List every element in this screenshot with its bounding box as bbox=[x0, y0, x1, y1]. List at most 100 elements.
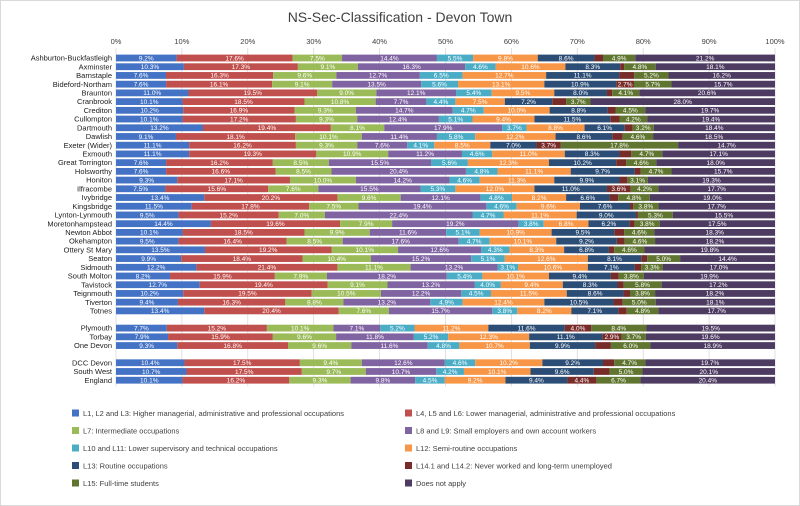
category-label: Lynton-Lynmouth bbox=[55, 211, 112, 220]
data-label: 7.1% bbox=[604, 265, 619, 272]
bar-segment bbox=[624, 63, 656, 71]
bar-segment bbox=[641, 263, 663, 271]
data-label: 19.4% bbox=[702, 116, 721, 123]
data-label: 16.3% bbox=[402, 64, 421, 71]
data-label: 2.9% bbox=[604, 334, 619, 341]
bar-segment bbox=[614, 229, 625, 236]
bar-segment bbox=[634, 72, 669, 79]
data-label: 5.8% bbox=[635, 282, 650, 289]
bar-segment bbox=[116, 229, 183, 236]
bar-segment bbox=[548, 159, 617, 167]
bar-segment bbox=[388, 150, 462, 158]
bar-segment bbox=[536, 141, 561, 149]
data-label: 12.0% bbox=[486, 186, 505, 193]
data-label: 4.4% bbox=[574, 378, 589, 385]
bar-segment bbox=[204, 246, 332, 254]
bar-segment bbox=[286, 237, 343, 245]
data-label: 17.6% bbox=[391, 238, 410, 245]
bar-segment bbox=[555, 133, 613, 140]
bar-segment bbox=[622, 298, 656, 306]
data-label: 10.5% bbox=[570, 299, 589, 306]
category-labels: Ashburton-BuckfastleighAxminsterBarnstap… bbox=[31, 54, 113, 385]
category-label: Newton Abbot bbox=[65, 228, 113, 237]
data-label: 7.7% bbox=[394, 99, 409, 106]
bar-segment bbox=[622, 133, 654, 140]
bar-segment bbox=[643, 272, 775, 280]
bar-segment bbox=[337, 194, 401, 201]
data-label: 11.6% bbox=[381, 343, 399, 350]
data-label: 10.1% bbox=[506, 273, 525, 280]
bar-segment bbox=[479, 229, 552, 236]
legend-label: L10 and L11: Lower supervisory and techn… bbox=[83, 444, 278, 453]
data-label: 8.3% bbox=[529, 247, 544, 254]
category-label: Holsworthy bbox=[75, 167, 112, 176]
data-label: 10.1% bbox=[140, 99, 159, 106]
data-label: 5.1% bbox=[456, 230, 471, 237]
legend-label: L13: Routine occupations bbox=[83, 461, 168, 470]
data-label: 14.4% bbox=[380, 55, 399, 62]
bar-segment bbox=[387, 281, 475, 289]
bar-segment bbox=[658, 202, 775, 210]
bar-segment bbox=[564, 324, 592, 332]
category-label: Dawlish bbox=[86, 132, 112, 141]
bar-segment bbox=[640, 376, 775, 384]
bar-segment bbox=[342, 54, 437, 62]
data-label: 14.7% bbox=[717, 143, 736, 150]
bar-segment bbox=[116, 98, 183, 105]
data-label: 12.1% bbox=[431, 195, 450, 202]
bar-segment bbox=[544, 80, 617, 88]
bar-segment bbox=[616, 237, 625, 245]
bar-segment bbox=[177, 298, 286, 306]
data-label: 6.6% bbox=[580, 195, 595, 202]
bar-segment bbox=[427, 342, 460, 349]
bar-segment bbox=[463, 368, 531, 375]
bar-segment bbox=[388, 307, 493, 315]
data-label: 21.2% bbox=[696, 55, 715, 62]
legend-label: Does not apply bbox=[416, 479, 466, 488]
bar-segment bbox=[608, 246, 615, 254]
data-label: 15.2% bbox=[412, 256, 431, 263]
data-label: 4.8% bbox=[474, 169, 489, 176]
bar-segment bbox=[619, 72, 635, 79]
bar-segment bbox=[680, 255, 775, 262]
bar-segment bbox=[544, 298, 614, 306]
bar-segment bbox=[337, 263, 411, 271]
data-label: 14.4% bbox=[718, 256, 737, 263]
data-label: 19.3% bbox=[244, 151, 263, 158]
x-axis-ticks: 0% 10% 20% 30% 40% 50% 60% 70% 80% 90% 100% bbox=[111, 37, 785, 46]
bar-segment bbox=[671, 80, 775, 88]
data-label: 4.7% bbox=[622, 360, 637, 367]
data-label: 10.7% bbox=[392, 369, 411, 376]
data-label: 18.0% bbox=[706, 160, 725, 167]
bar-segment bbox=[316, 89, 377, 97]
bar-segment bbox=[365, 368, 437, 375]
data-label: 4.2% bbox=[626, 116, 641, 123]
bar-segment bbox=[564, 150, 620, 158]
bar-segment bbox=[166, 159, 273, 167]
bar-segment bbox=[116, 237, 179, 245]
data-label: 4.1% bbox=[413, 143, 428, 150]
data-label: 19.5% bbox=[702, 325, 721, 332]
data-label: 8.5% bbox=[296, 169, 311, 176]
bar-segment bbox=[623, 281, 662, 289]
bar-segment bbox=[438, 115, 473, 123]
data-label: 4.9% bbox=[612, 55, 627, 62]
bar-segment bbox=[456, 89, 492, 97]
bar-segment bbox=[490, 141, 537, 149]
bar-segment bbox=[634, 167, 641, 175]
bar-segment bbox=[273, 72, 337, 79]
bar-segment bbox=[266, 324, 334, 332]
bar-segment bbox=[505, 376, 568, 384]
data-label: 7.6% bbox=[134, 160, 149, 167]
bar-segment bbox=[116, 246, 205, 254]
data-label: 6.7% bbox=[611, 378, 626, 385]
bar-segment bbox=[588, 220, 630, 228]
data-label: 7.6% bbox=[134, 81, 149, 88]
data-label: 11.1% bbox=[144, 143, 162, 150]
category-label: Exmouth bbox=[82, 150, 112, 159]
bar-segment bbox=[609, 368, 643, 375]
category-label: Ottery St Mary bbox=[64, 245, 113, 254]
data-label: 6.8% bbox=[559, 221, 574, 228]
bar-segment bbox=[602, 333, 622, 341]
bar-segment bbox=[165, 72, 274, 79]
